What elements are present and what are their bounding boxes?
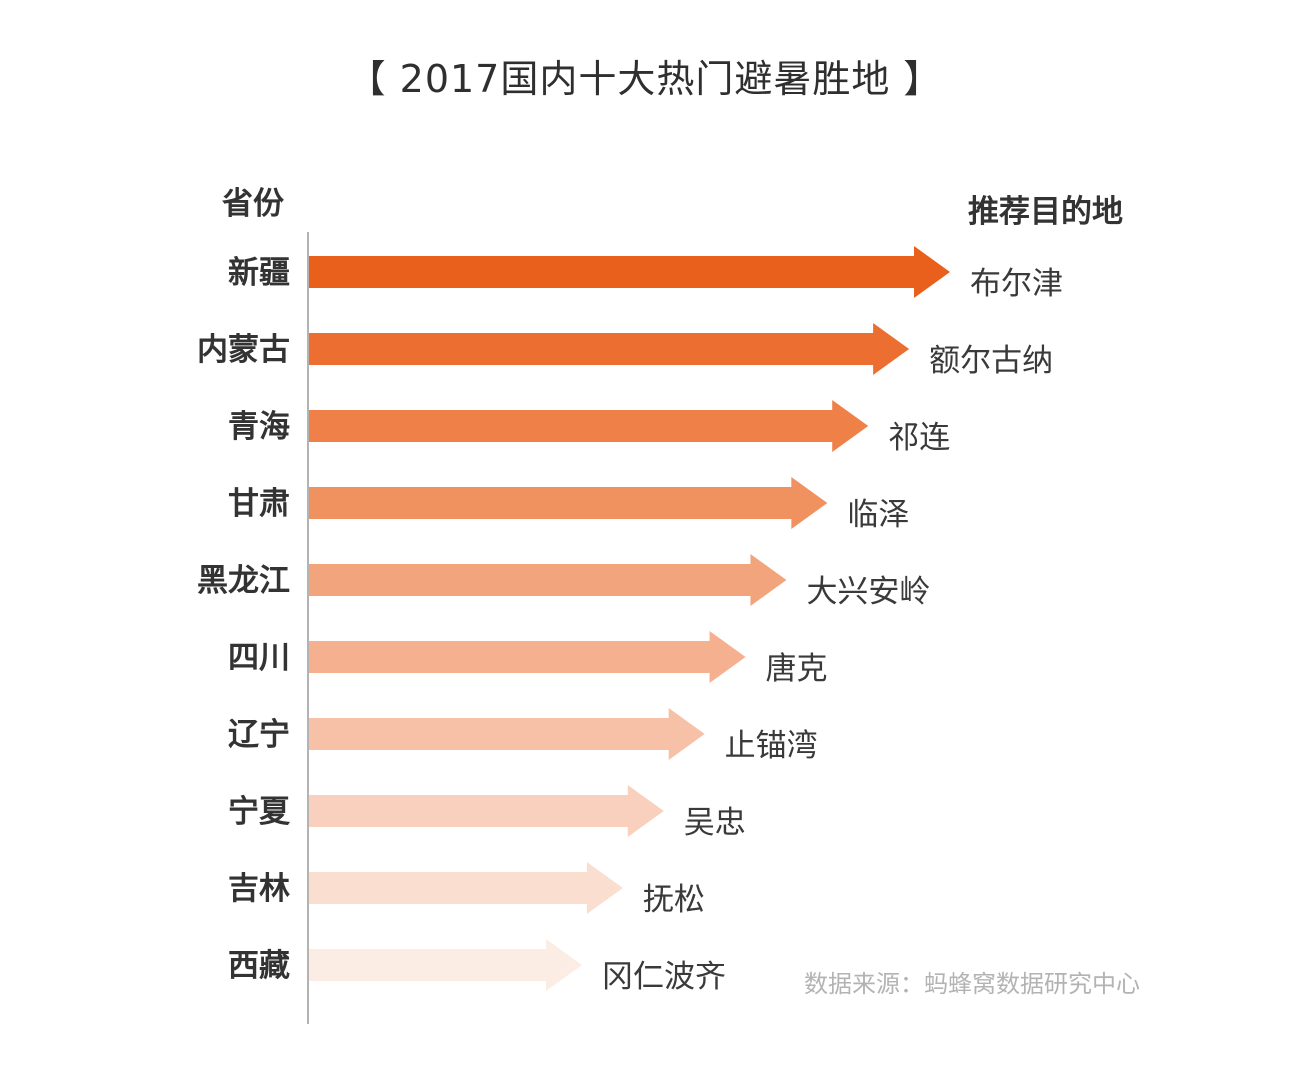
destination-header: 推荐目的地	[968, 194, 1123, 230]
destination-label: 祁连	[888, 420, 950, 456]
province-label: 内蒙古	[197, 332, 290, 368]
destination-label: 冈仁波齐	[602, 959, 726, 995]
arrow-bar	[309, 554, 787, 606]
province-label: 新疆	[228, 255, 290, 291]
data-source-note: 数据来源：蚂蜂窝数据研究中心	[804, 970, 1140, 998]
destination-label: 唐克	[766, 651, 828, 687]
province-label: 西藏	[228, 948, 290, 984]
destination-label: 吴忠	[684, 805, 746, 841]
province-label: 黑龙江	[197, 563, 290, 599]
arrow-bar	[309, 785, 664, 837]
arrow-bar	[309, 862, 623, 914]
destination-label: 大兴安岭	[806, 574, 930, 610]
arrow-bar	[309, 323, 910, 375]
province-label: 宁夏	[228, 794, 291, 830]
destination-label: 抚松	[643, 882, 705, 918]
destination-label: 止锚湾	[725, 728, 818, 764]
province-label: 辽宁	[228, 717, 290, 753]
arrow-bar	[309, 631, 746, 683]
arrow-bar	[309, 708, 705, 760]
arrow-bar	[309, 400, 869, 452]
destination-label: 布尔津	[970, 266, 1063, 302]
arrow-bar	[309, 246, 950, 298]
arrow-bar	[309, 477, 828, 529]
chart-title: 【 2017国内十大热门避暑胜地 】	[347, 57, 943, 101]
destination-label: 临泽	[847, 497, 909, 533]
destination-label: 额尔古纳	[929, 343, 1053, 379]
province-label: 青海	[228, 409, 290, 445]
province-label: 甘肃	[228, 486, 290, 522]
province-label: 吉林	[228, 871, 290, 907]
arrow-bar	[309, 939, 582, 991]
province-label: 四川	[228, 640, 290, 676]
province-header: 省份	[222, 186, 284, 222]
